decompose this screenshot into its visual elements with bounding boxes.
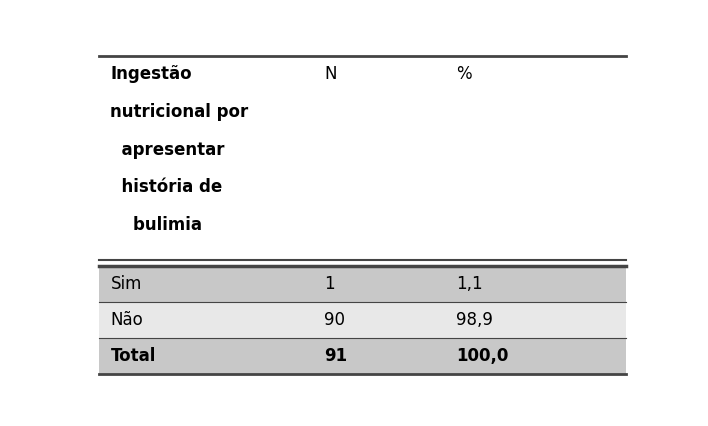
Text: Ingestão: Ingestão: [110, 65, 192, 83]
Text: 100,0: 100,0: [456, 347, 508, 365]
Text: %: %: [456, 65, 472, 83]
Text: nutricional por: nutricional por: [110, 103, 249, 121]
Text: Não: Não: [110, 311, 143, 329]
Text: Total: Total: [110, 347, 156, 365]
Text: história de: história de: [110, 178, 223, 196]
Text: N: N: [324, 65, 337, 83]
Text: bulimia: bulimia: [110, 216, 202, 234]
Text: 98,9: 98,9: [456, 311, 493, 329]
Text: apresentar: apresentar: [110, 141, 225, 158]
Text: Sim: Sim: [110, 275, 142, 293]
Text: 1,1: 1,1: [456, 275, 483, 293]
Text: 90: 90: [324, 311, 346, 329]
Text: 1: 1: [324, 275, 335, 293]
Text: 91: 91: [324, 347, 348, 365]
